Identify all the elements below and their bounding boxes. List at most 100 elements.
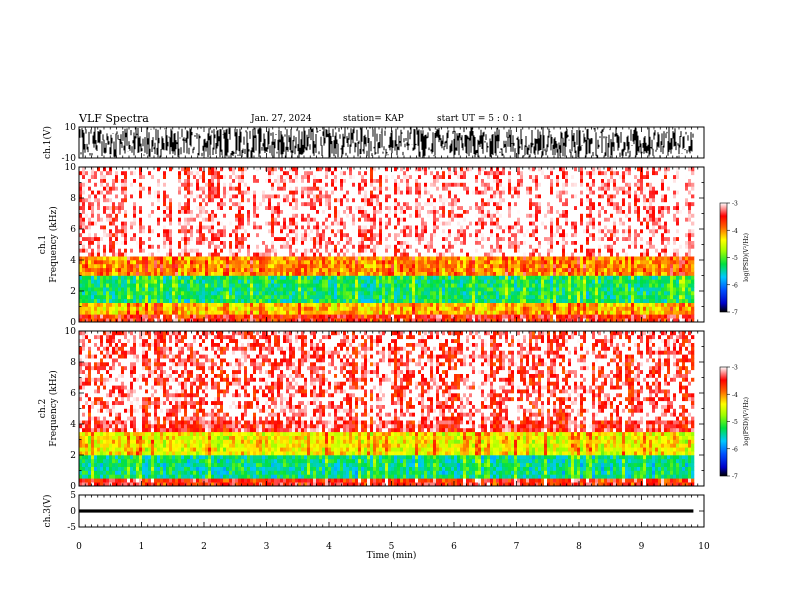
spectrogram-cell xyxy=(307,205,311,210)
spectrogram-cell xyxy=(388,198,392,203)
spectrogram-cell xyxy=(241,240,245,245)
spectrogram-cell xyxy=(172,201,176,207)
spectrogram-cell xyxy=(148,229,152,234)
spectrogram-cell xyxy=(301,198,305,203)
spectrogram-cell xyxy=(316,248,320,253)
spectrogram-cell xyxy=(154,256,158,261)
spectrogram-cell xyxy=(139,267,143,272)
spectrogram-cell xyxy=(79,201,83,207)
spectrogram-cell xyxy=(301,225,305,230)
spectrogram-cell xyxy=(94,186,98,191)
spectrogram-cell xyxy=(310,240,314,245)
spectrogram-cell xyxy=(322,263,326,269)
spectrogram-cell xyxy=(340,310,344,315)
spectrogram-cell xyxy=(349,275,353,280)
spectrogram-cell xyxy=(259,283,263,288)
spectrogram-cell xyxy=(277,174,281,179)
spectrogram-cell xyxy=(112,167,116,172)
spectrogram-cell xyxy=(232,298,236,303)
spectrogram-cell xyxy=(298,186,302,191)
spectrogram-cell xyxy=(190,190,194,195)
spectrogram-cell xyxy=(181,182,185,187)
spectrogram-cell xyxy=(82,213,86,218)
spectrogram-cell xyxy=(286,306,290,311)
spectrogram-cell xyxy=(424,302,428,307)
spectrogram-cell xyxy=(208,271,212,276)
spectrogram-cell xyxy=(127,271,131,276)
spectrogram-cell xyxy=(205,240,209,245)
spectrogram-cell xyxy=(256,174,260,179)
spectrogram-cell xyxy=(415,298,419,303)
spectrogram-cell xyxy=(244,190,248,195)
spectrogram-cell xyxy=(160,186,164,191)
spectrogram-cell xyxy=(148,291,152,296)
spectrogram-cell xyxy=(238,198,242,203)
spectrogram-cell xyxy=(172,217,176,222)
spectrogram-cell xyxy=(85,314,89,319)
spectrogram-cell xyxy=(328,178,332,183)
spectrogram-cell xyxy=(421,205,425,210)
spectrogram-cell xyxy=(334,252,338,257)
spectrogram-cell xyxy=(241,190,245,195)
spectrogram-cell xyxy=(373,186,377,191)
spectrogram-cell xyxy=(136,232,140,238)
spectrogram-cell xyxy=(376,205,380,210)
spectrogram-cell xyxy=(91,178,95,183)
spectrogram-cell xyxy=(190,314,194,319)
spectrogram-cell xyxy=(241,178,245,183)
spectrogram-cell xyxy=(175,298,179,303)
spectrogram-cell xyxy=(430,198,434,203)
spectrogram-cell xyxy=(409,178,413,183)
spectrogram-cell xyxy=(103,217,107,222)
spectrogram-cell xyxy=(265,244,269,249)
spectrogram-cell xyxy=(394,306,398,311)
spectrogram-cell xyxy=(97,167,101,172)
spectrogram-cell xyxy=(361,306,365,311)
spectrogram-cell xyxy=(238,263,242,269)
spectrogram-cell xyxy=(289,271,293,276)
spectrogram-cell xyxy=(304,182,308,187)
spectrogram-cell xyxy=(430,263,434,269)
spectrogram-cell xyxy=(448,283,452,288)
spectrogram-cell xyxy=(100,302,104,307)
spectrogram-cell xyxy=(229,178,233,183)
spectrogram-cell xyxy=(154,283,158,288)
spectrogram-cell xyxy=(142,209,146,214)
spectrogram-cell xyxy=(424,182,428,187)
spectrogram-cell xyxy=(268,221,272,226)
spectrogram-cell xyxy=(238,271,242,276)
spectrogram-cell xyxy=(379,221,383,226)
spectrogram-cell xyxy=(415,294,419,300)
spectrogram-cell xyxy=(277,201,281,207)
spectrogram-cell xyxy=(349,182,353,187)
spectrogram-cell xyxy=(412,283,416,288)
spectrogram-cell xyxy=(400,275,404,280)
spectrogram-cell xyxy=(202,263,206,269)
spectrogram-cell xyxy=(235,201,239,207)
spectrogram-cell xyxy=(163,298,167,303)
spectrogram-cell xyxy=(139,178,143,183)
spectrogram-cell xyxy=(352,236,356,241)
spectrogram-cell xyxy=(208,178,212,183)
spectrogram-cell xyxy=(283,221,287,226)
spectrogram-cell xyxy=(337,229,341,234)
spectrogram-cell xyxy=(196,314,200,319)
spectrogram-cell xyxy=(319,174,323,179)
spectrogram-cell xyxy=(193,248,197,253)
spectrogram-cell xyxy=(313,170,317,176)
spectrogram-cell xyxy=(121,306,125,311)
spectrogram-cell xyxy=(97,232,101,238)
spectrogram-cell xyxy=(409,194,413,199)
spectrogram-cell xyxy=(79,182,83,187)
spectrogram-cell xyxy=(151,209,155,214)
spectrogram-cell xyxy=(331,283,335,288)
spectrogram-cell xyxy=(322,178,326,183)
spectrogram-cell xyxy=(184,217,188,222)
spectrogram-cell xyxy=(118,252,122,257)
spectrogram-cell xyxy=(403,217,407,222)
spectrogram-cell xyxy=(358,178,362,183)
spectrogram-cell xyxy=(139,232,143,238)
spectrogram-cell xyxy=(265,213,269,218)
spectrogram-cell xyxy=(292,167,296,172)
spectrogram-cell xyxy=(142,217,146,222)
